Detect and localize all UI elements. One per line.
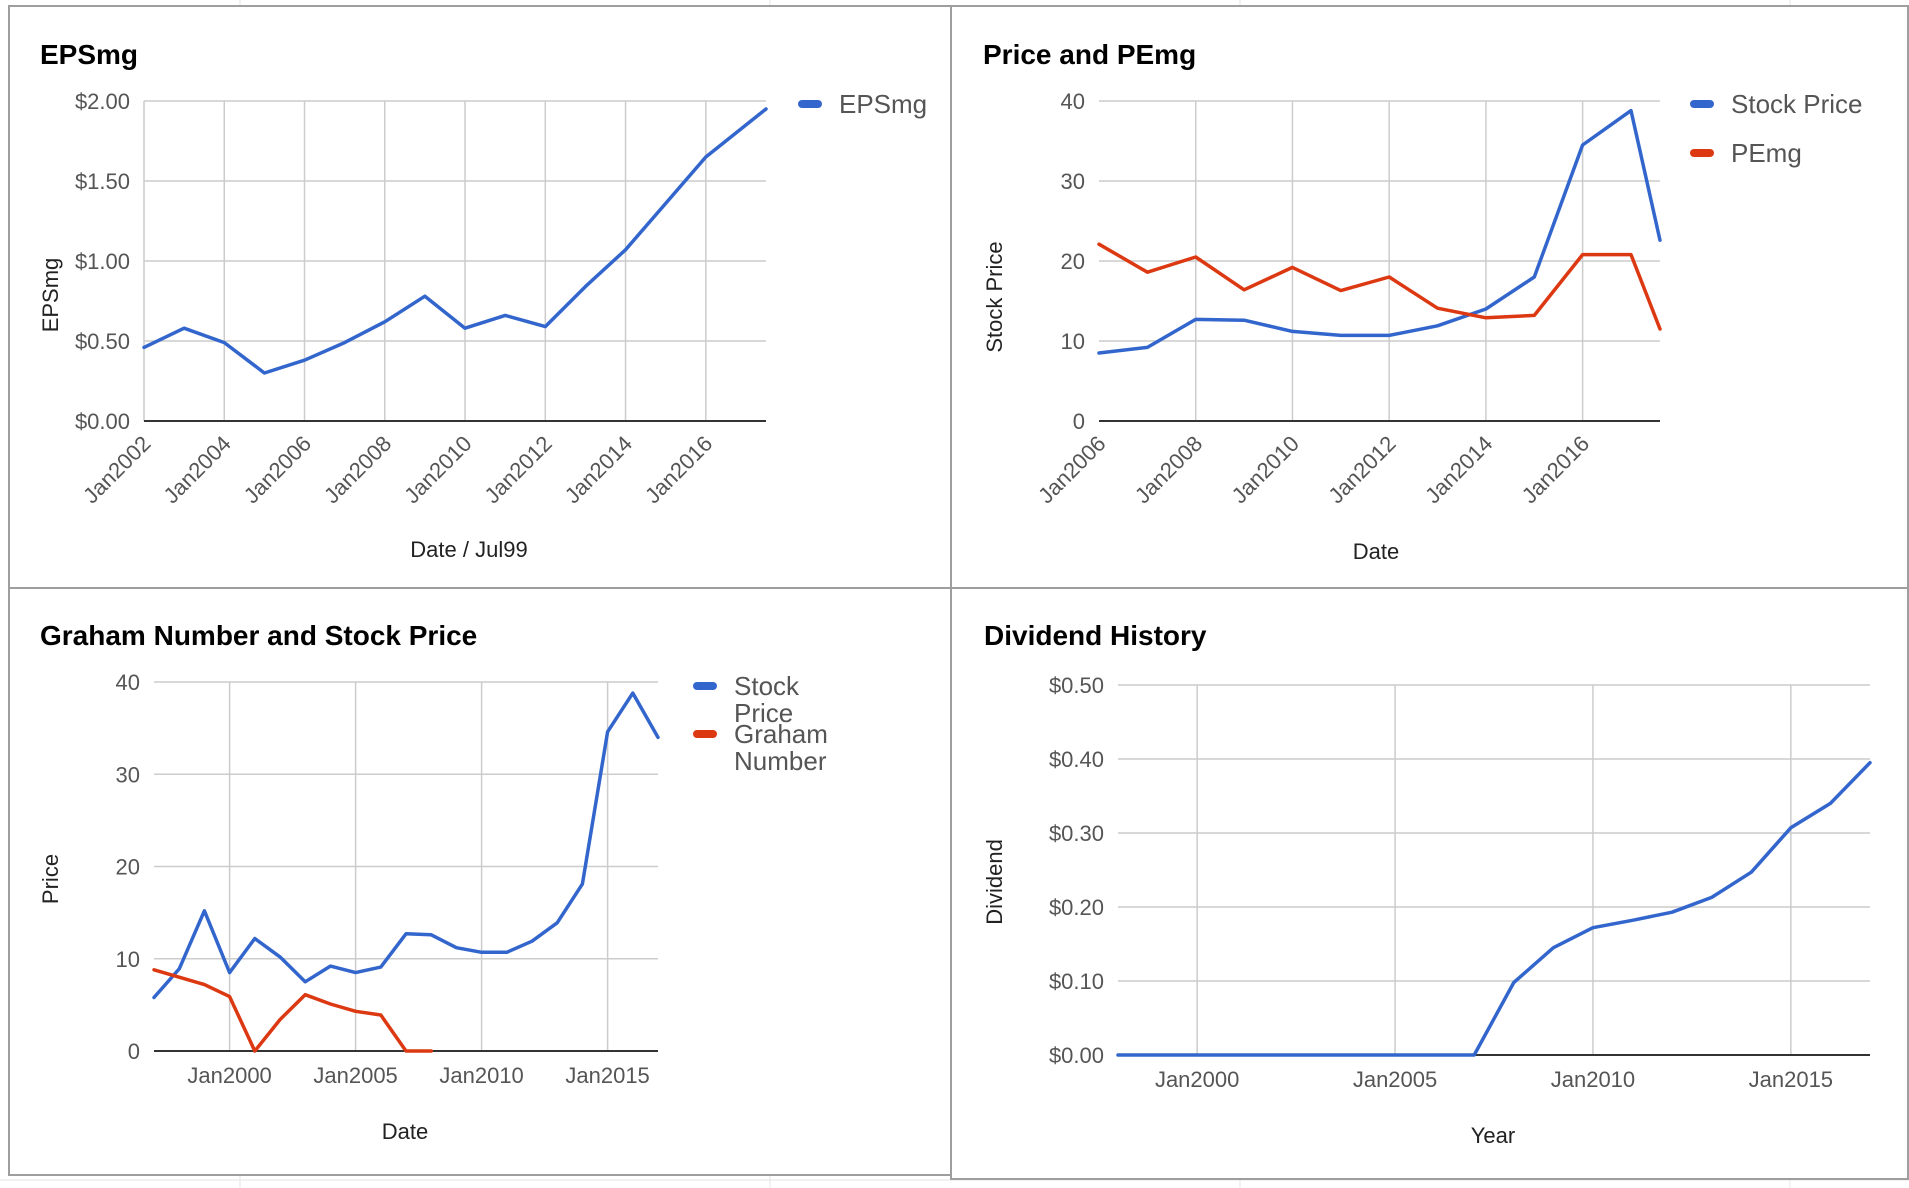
x-tick-label: Jan2008	[319, 431, 396, 508]
x-tick-label: Jan2015	[565, 1063, 649, 1088]
x-tick-label: Jan2012	[479, 431, 556, 508]
legend-label: EPSmg	[839, 89, 927, 119]
x-tick-label: Jan2005	[1353, 1067, 1437, 1092]
legend-label: Stock Price	[734, 671, 800, 728]
series-line-1	[1116, 760, 1872, 1057]
x-tick-label: Jan2006	[1033, 431, 1110, 508]
graham-chart: Graham Number and Stock Price Jan2000 Jan…	[38, 620, 828, 1144]
y-tick-label: $0.50	[75, 329, 130, 354]
y-tick-label: 20	[1061, 249, 1085, 274]
x-tick-label: Jan2008	[1130, 431, 1207, 508]
x-tick-label: Jan2016	[1517, 431, 1594, 508]
x-tick-label: Jan2012	[1323, 431, 1400, 508]
y-tick-label: 30	[1061, 169, 1085, 194]
x-tick-label: Jan2006	[239, 431, 316, 508]
y-tick-label: 40	[1061, 89, 1085, 114]
y-tick-label: $1.50	[75, 169, 130, 194]
legend-swatch	[1690, 149, 1714, 157]
x-tick-label: Jan2010	[439, 1063, 523, 1088]
y-axis-title: Stock Price	[982, 241, 1007, 352]
chart-panel-price-pemg: Price and PEmg Jan2006 Jan2008 Jan2010 Jan2…	[950, 5, 1909, 589]
y-tick-label: $0.30	[1049, 821, 1104, 846]
legend-label: Graham Number	[734, 719, 828, 776]
x-axis-title: Date	[1353, 539, 1399, 564]
chart-title: Graham Number and Stock Price	[40, 620, 477, 651]
series-line-1	[152, 691, 660, 1000]
dividend-chart: Dividend History Jan2000 Jan2005 Jan2010 Ja…	[982, 620, 1872, 1148]
y-tick-label: $0.00	[1049, 1043, 1104, 1068]
y-axis-title: Dividend	[982, 839, 1007, 925]
y-tick-label: $0.20	[1049, 895, 1104, 920]
y-tick-label: 10	[1061, 329, 1085, 354]
y-tick-label: 20	[116, 855, 140, 880]
y-tick-label: $2.00	[75, 89, 130, 114]
x-axis-title: Date	[382, 1119, 428, 1144]
x-tick-label: Jan2010	[1227, 431, 1304, 508]
x-tick-label: Jan2000	[187, 1063, 271, 1088]
y-tick-label: 30	[116, 762, 140, 787]
y-tick-label: $0.10	[1049, 969, 1104, 994]
chart-panel-dividend: Dividend History Jan2000 Jan2005 Jan2010 Ja…	[950, 587, 1909, 1180]
x-tick-label: Jan2005	[313, 1063, 397, 1088]
legend-label: Stock Price	[1731, 89, 1863, 119]
x-tick-label: Jan2010	[399, 431, 476, 508]
y-tick-label: 10	[116, 947, 140, 972]
series-line-2	[1097, 242, 1662, 331]
x-tick-label: Jan2002	[78, 431, 155, 508]
price-pemg-chart: Price and PEmg Jan2006 Jan2008 Jan2010 Jan2…	[982, 39, 1863, 564]
x-axis-title: Date / Jul99	[410, 537, 527, 562]
legend-swatch	[693, 730, 717, 738]
y-tick-label: 0	[128, 1039, 140, 1064]
chart-panel-epsmg: EPSmg Jan2002 Jan2004 Jan2006 Jan2008 Jan201…	[8, 5, 952, 589]
chart-title: EPSmg	[40, 39, 138, 70]
legend-swatch	[1690, 100, 1714, 108]
legend-swatch	[693, 682, 717, 690]
y-tick-label: 40	[116, 670, 140, 695]
y-tick-label: $0.50	[1049, 673, 1104, 698]
y-tick-label: $1.00	[75, 249, 130, 274]
series-line-2	[152, 968, 433, 1053]
epsmg-chart: EPSmg Jan2002 Jan2004 Jan2006 Jan2008 Jan201…	[38, 39, 927, 562]
y-axis-title: Price	[38, 854, 63, 904]
chart-panel-graham: Graham Number and Stock Price Jan2000 Jan…	[8, 587, 952, 1176]
x-tick-label: Jan2010	[1551, 1067, 1635, 1092]
chart-title: Dividend History	[984, 620, 1207, 651]
chart-title: Price and PEmg	[983, 39, 1196, 70]
series-line-1	[142, 107, 768, 375]
y-tick-label: 0	[1073, 409, 1085, 434]
legend-label: PEmg	[1731, 138, 1802, 168]
series-line-1	[1097, 108, 1662, 355]
y-tick-label: $0.40	[1049, 747, 1104, 772]
x-axis-title: Year	[1471, 1123, 1515, 1148]
y-tick-label: $0.00	[75, 409, 130, 434]
x-tick-label: Jan2000	[1155, 1067, 1239, 1092]
y-axis-title: EPSmg	[38, 258, 63, 333]
x-tick-label: Jan2016	[640, 431, 717, 508]
x-tick-label: Jan2015	[1749, 1067, 1833, 1092]
x-tick-label: Jan2014	[560, 431, 637, 508]
legend-swatch	[798, 100, 822, 108]
x-tick-label: Jan2014	[1420, 431, 1497, 508]
x-tick-label: Jan2004	[158, 431, 235, 508]
